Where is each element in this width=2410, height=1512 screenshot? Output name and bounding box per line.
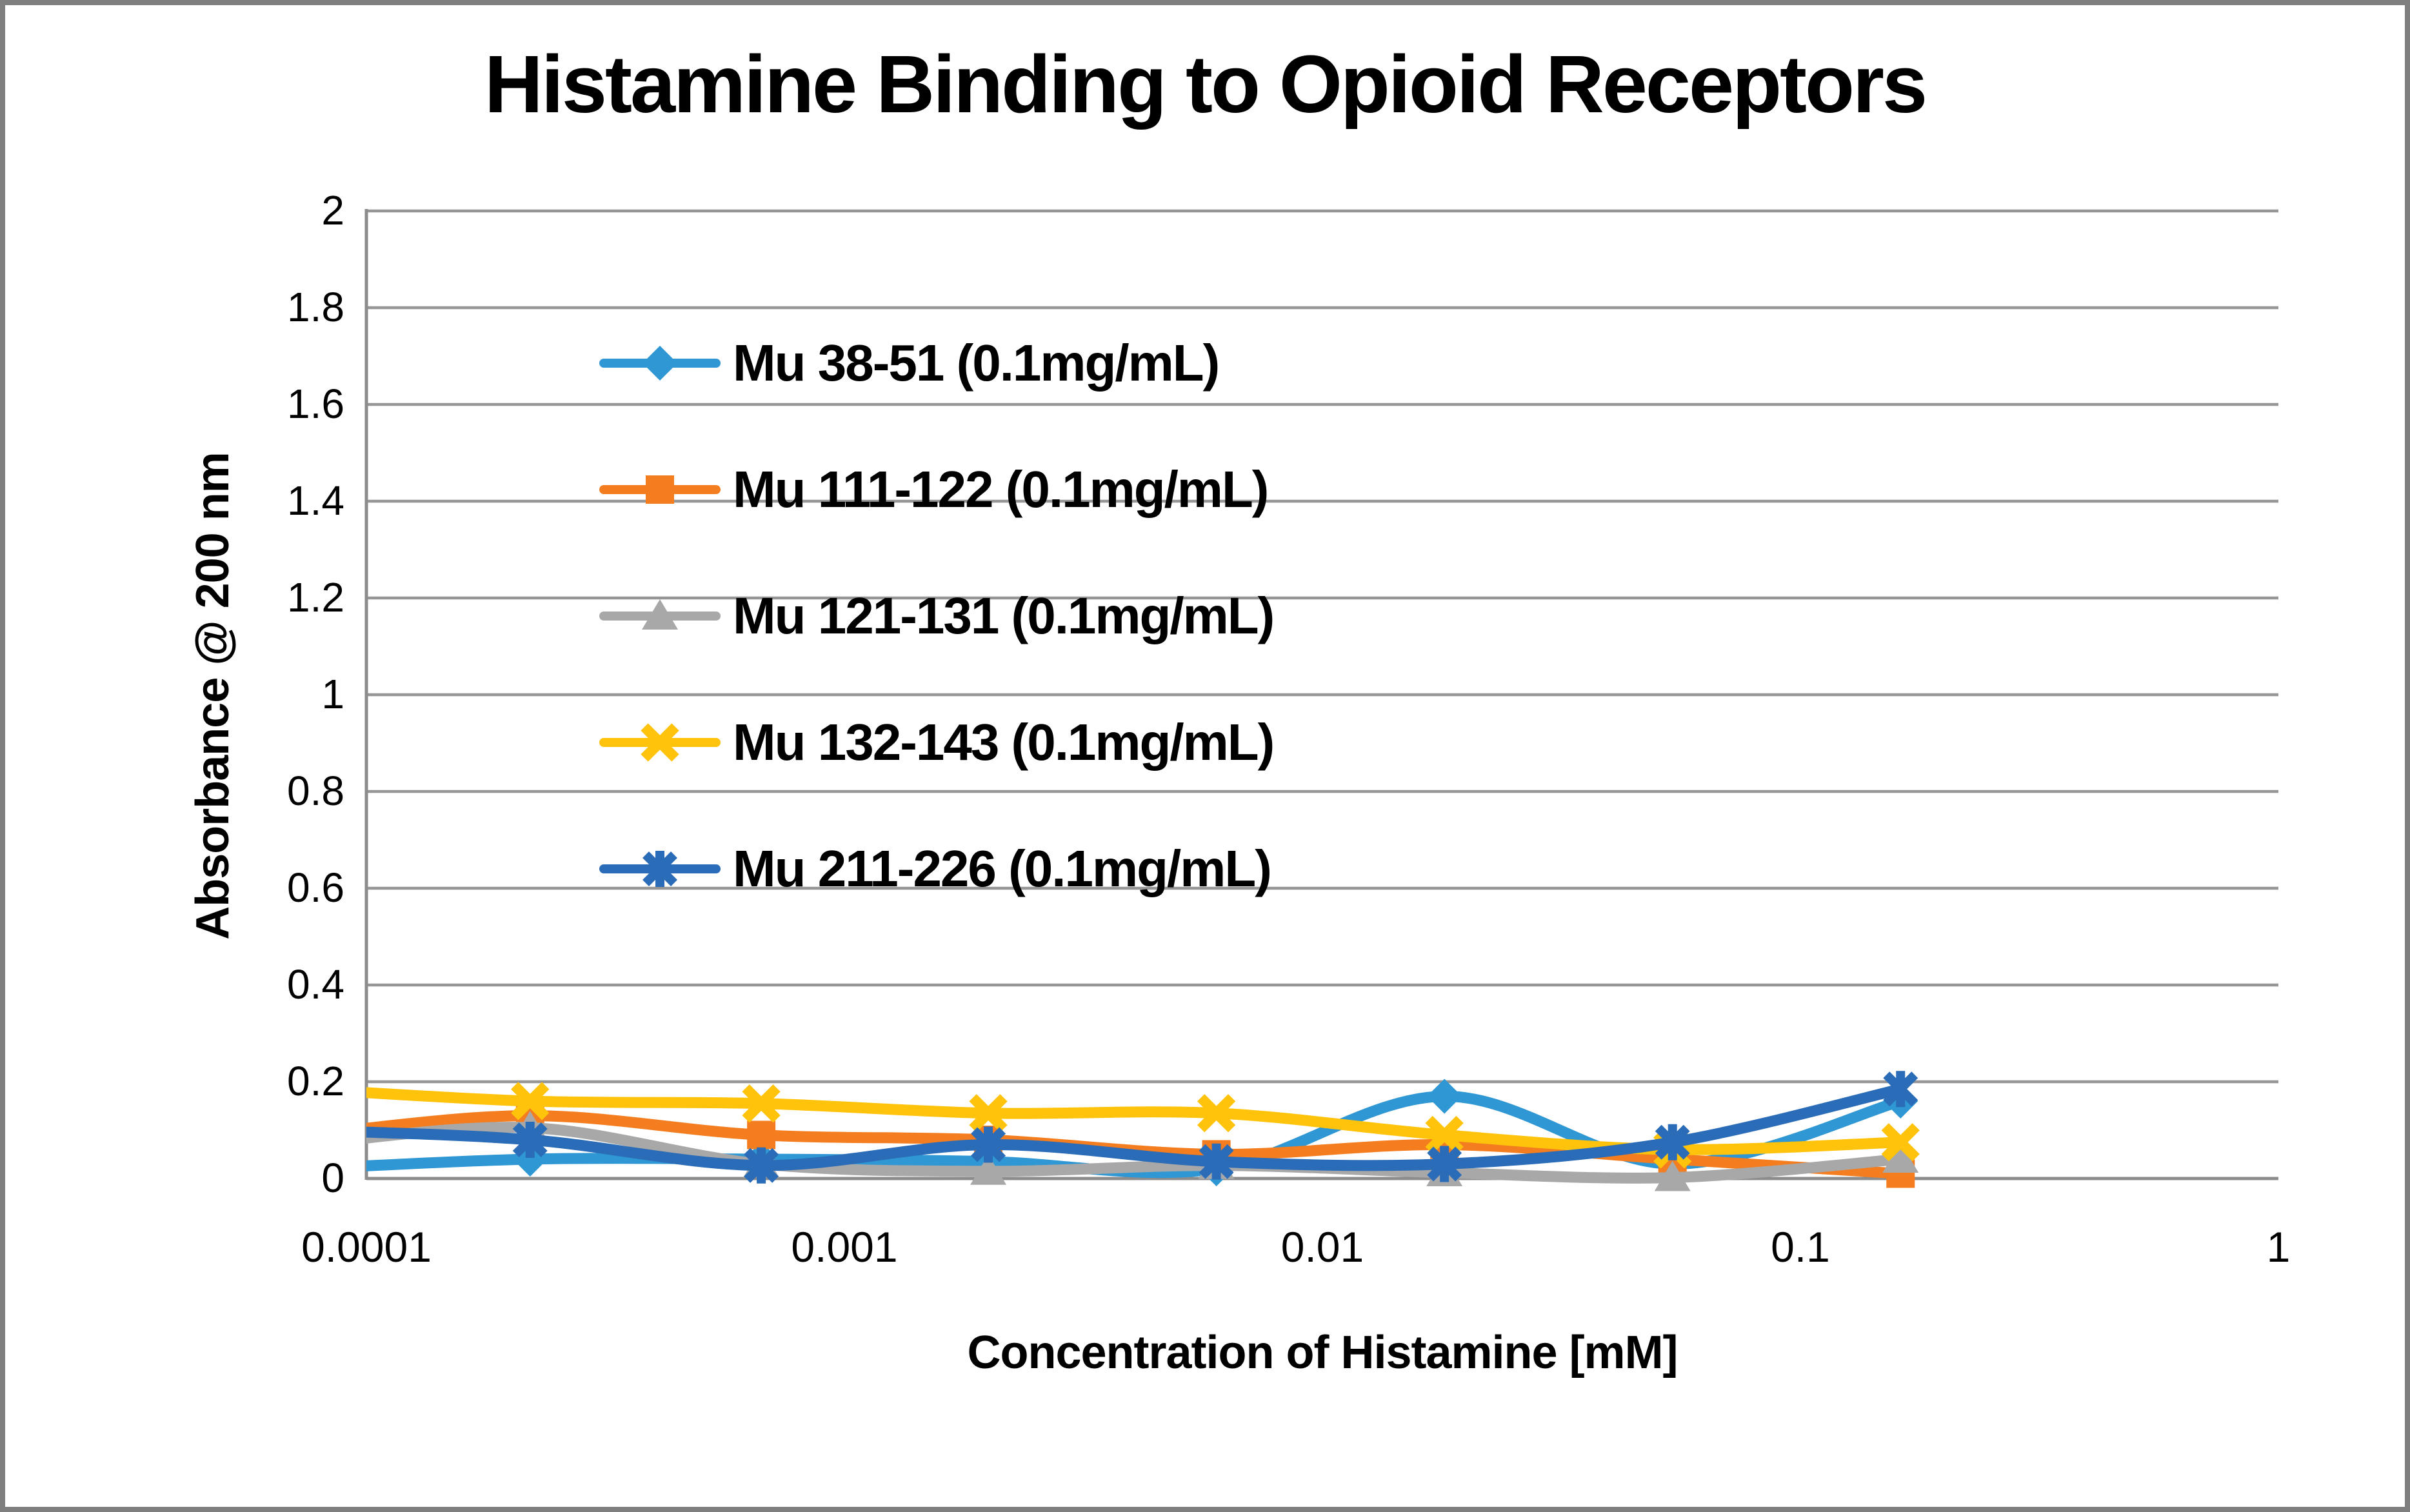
asterisk-marker (642, 851, 677, 887)
legend-key-x-icon (599, 723, 721, 762)
triangle-marker (642, 599, 678, 630)
triangle-marker (288, 1128, 324, 1159)
y-tick-label: 1.2 (287, 574, 344, 621)
legend-label: Mu 111-122 (0.1mg/mL) (733, 461, 1269, 518)
square-marker (292, 1121, 321, 1149)
asterisk-marker (1883, 1071, 1918, 1108)
triangle-marker (1654, 1160, 1691, 1191)
x-marker (742, 1084, 781, 1123)
x-marker (641, 723, 679, 762)
asterisk-marker (512, 1122, 548, 1158)
legend-label: Mu 38-51 (0.1mg/mL) (733, 334, 1220, 392)
legend-entry: Mu 38-51 (0.1mg/mL) (599, 331, 1220, 395)
asterisk-marker (744, 1147, 779, 1184)
triangle-marker (1882, 1142, 1919, 1173)
legend-label: Mu 121-131 (0.1mg/mL) (733, 587, 1275, 644)
legend-label: Mu 132-143 (0.1mg/mL) (733, 713, 1275, 771)
y-tick-label: 1.4 (287, 477, 344, 524)
diamond-marker (289, 1151, 324, 1186)
triangle-marker (970, 1154, 1007, 1185)
y-tick-label: 1.6 (287, 381, 344, 427)
diamond-marker (642, 346, 677, 381)
legend-entry: Mu 211-226 (0.1mg/mL) (599, 837, 1272, 901)
x-tick-label: 0.01 (1281, 1223, 1364, 1271)
asterisk-marker (971, 1126, 1006, 1163)
y-tick-label: 0.6 (287, 864, 344, 911)
y-tick-label: 2 (321, 187, 344, 234)
series-line (366, 1122, 1906, 1184)
y-tick-label: 1.8 (287, 284, 344, 330)
y-tick-label: 0.2 (287, 1058, 344, 1104)
y-tick-label: 0.4 (287, 961, 344, 1008)
x-marker (1425, 1115, 1464, 1155)
legend-key-triangle-icon (599, 599, 721, 630)
y-tick-label: 1 (321, 671, 344, 717)
legend-key-square-icon (599, 475, 721, 504)
x-marker (511, 1082, 550, 1120)
diamond-marker (1427, 1079, 1462, 1114)
series-asterisk (292, 1071, 1918, 1184)
legend-key-diamond-icon (599, 346, 721, 381)
x-tick-label: 1 (2267, 1223, 2291, 1271)
x-tick-label: 0.001 (791, 1223, 897, 1271)
asterisk-marker (1427, 1146, 1462, 1182)
legend-label: Mu 211-226 (0.1mg/mL) (733, 840, 1272, 897)
x-marker (1197, 1094, 1236, 1133)
x-axis-title: Concentration of Histamine [mM] (967, 1327, 1678, 1378)
x-marker (969, 1094, 1008, 1133)
legend-entry: Mu 132-143 (0.1mg/mL) (599, 710, 1275, 775)
x-tick-label: 0.1 (1771, 1223, 1830, 1271)
legend-key-asterisk-icon (599, 851, 721, 887)
y-axis-title: Absorbance @ 200 nm (187, 452, 239, 940)
y-tick-label: 0.8 (287, 768, 344, 814)
y-tick-label: 0 (321, 1155, 344, 1201)
square-marker (646, 475, 674, 504)
asterisk-marker (1199, 1143, 1234, 1180)
legend-entry: Mu 121-131 (0.1mg/mL) (599, 584, 1275, 648)
x-tick-label: 0.0001 (301, 1223, 432, 1271)
asterisk-marker (1655, 1124, 1690, 1160)
chart-title: Histamine Binding to Opioid Receptors (484, 39, 1927, 130)
x-marker (1881, 1123, 1920, 1162)
asterisk-marker (292, 1112, 321, 1148)
legend-entry: Mu 111-122 (0.1mg/mL) (599, 457, 1269, 522)
square-marker (747, 1120, 776, 1149)
series-line (366, 1083, 1906, 1171)
